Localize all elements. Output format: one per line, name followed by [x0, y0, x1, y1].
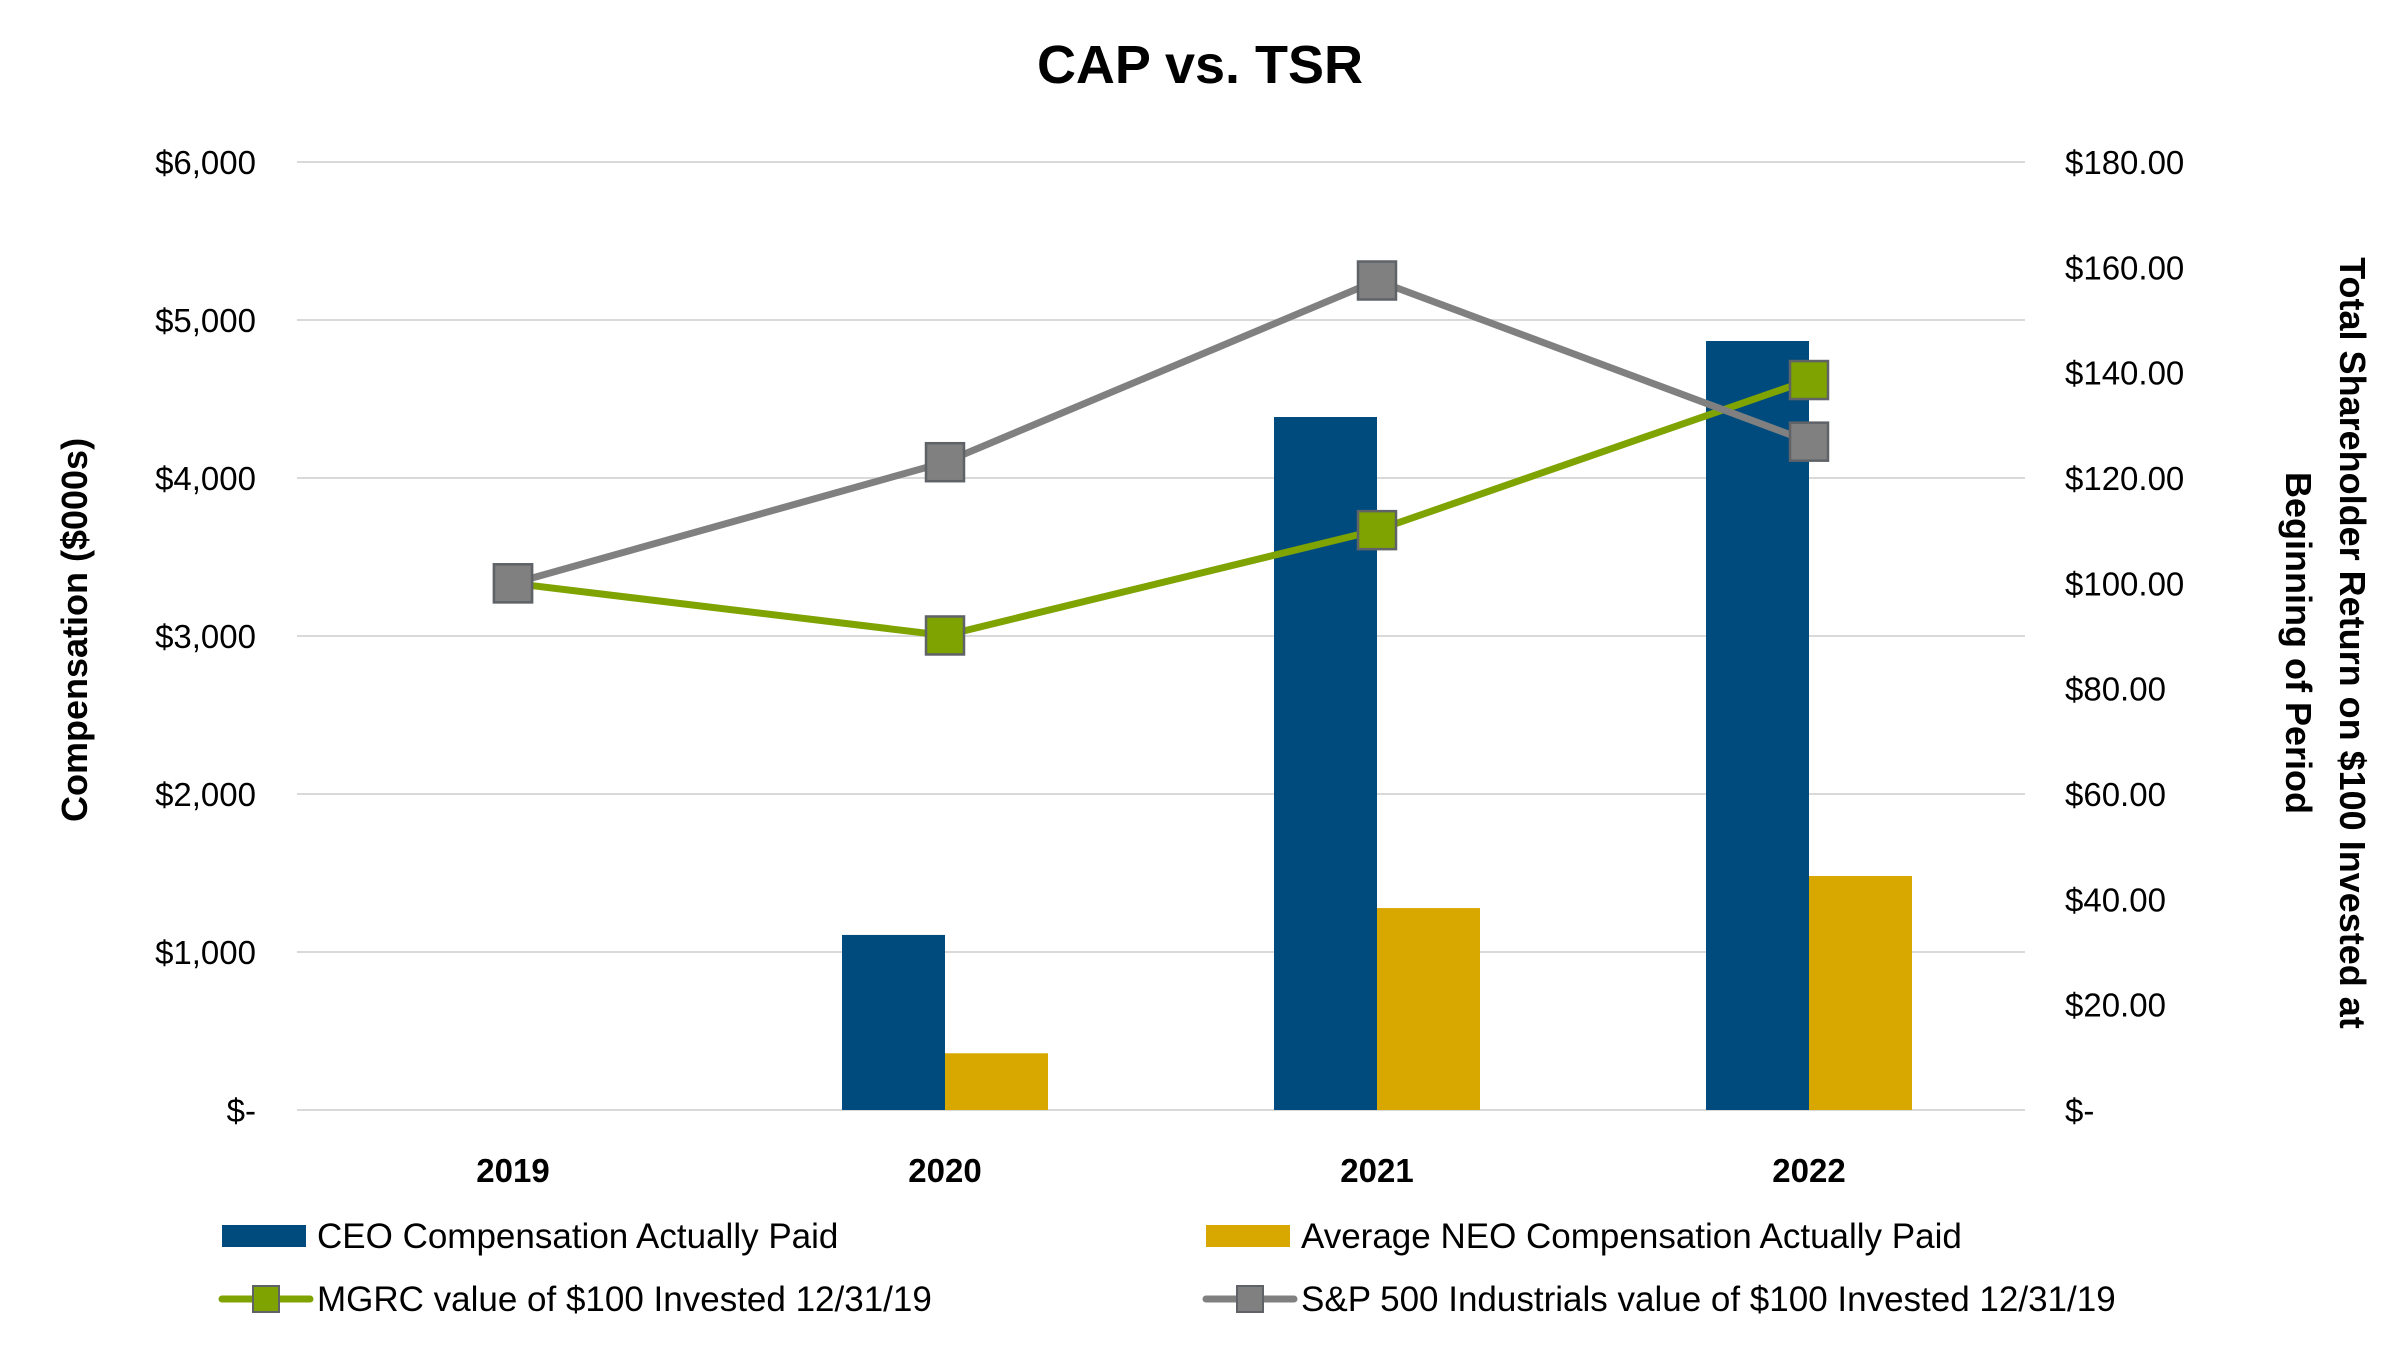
- marker-sp500-industrials: [492, 563, 534, 604]
- bars: [842, 341, 1912, 1111]
- bar-ceo-cap: [1706, 341, 1809, 1110]
- y-right-tick-label: $180.00: [2065, 144, 2184, 181]
- x-tick-label: 2022: [1772, 1152, 1845, 1189]
- y-axis-right-ticks: $- $20.00 $40.00 $60.00 $80.00 $100.00 $120.00…: [2065, 144, 2184, 1129]
- marker-sp500-industrials: [1356, 260, 1398, 301]
- gridlines: [297, 161, 2025, 1111]
- y-right-tick-label: $40.00: [2065, 881, 2166, 918]
- x-tick-label: 2020: [908, 1152, 981, 1189]
- y-right-tick-label: $80.00: [2065, 671, 2166, 708]
- bar-ceo-cap: [842, 934, 945, 1110]
- legend-swatch-marker: [252, 1285, 280, 1313]
- legend-label: MGRC value of $100 Invested 12/31/19: [317, 1280, 932, 1319]
- y-right-tick-label: $60.00: [2065, 776, 2166, 813]
- legend: CEO Compensation Actually Paid Average NE…: [218, 1217, 2116, 1319]
- legend-label: Average NEO Compensation Actually Paid: [1301, 1217, 1962, 1256]
- chart-title: CAP vs. TSR: [1037, 35, 1363, 95]
- y-left-tick-label: $5,000: [155, 302, 256, 339]
- x-tick-label: 2019: [476, 1152, 549, 1189]
- bar-neo-cap: [1377, 908, 1480, 1110]
- marker-mgrc: [1356, 509, 1398, 551]
- y-left-tick-label: $2,000: [155, 776, 256, 813]
- y-axis-right-title-line-2: Beginning of Period: [2278, 472, 2319, 814]
- y-axis-left-ticks: $- $1,000 $2,000 $3,000 $4,000 $5,000 $6,000: [155, 144, 256, 1129]
- x-axis-ticks: 2019 2020 2021 2022: [476, 1152, 1845, 1189]
- y-right-tick-label: $160.00: [2065, 249, 2184, 286]
- legend-swatch-bar: [1206, 1225, 1290, 1247]
- line-mgrc-tsr: [512, 376, 1811, 639]
- marker-mgrc: [1788, 359, 1830, 401]
- line-sp500-industrials-tsr: [512, 277, 1811, 587]
- marker-sp500-industrials: [1788, 421, 1830, 462]
- y-left-tick-label: $4,000: [155, 460, 256, 497]
- y-axis-right-title-line-1: Total Shareholder Return on $100 Investe…: [2332, 257, 2373, 1029]
- legend-swatch-bar: [222, 1225, 306, 1247]
- marker-sp500-industrials: [924, 441, 966, 483]
- bar-neo-cap: [945, 1053, 1048, 1110]
- legend-label: S&P 500 Industrials value of $100 Invest…: [1301, 1280, 2116, 1319]
- legend-swatch-marker: [1236, 1285, 1264, 1313]
- y-right-tick-label: $140.00: [2065, 355, 2184, 392]
- y-left-tick-label: $6,000: [155, 144, 256, 181]
- y-right-tick-label: $120.00: [2065, 460, 2184, 497]
- marker-mgrc: [924, 615, 966, 656]
- y-axis-left-title: Compensation ($000s): [54, 438, 95, 822]
- y-left-tick-label: $-: [227, 1092, 256, 1129]
- y-right-tick-label: $-: [2065, 1092, 2094, 1129]
- y-left-tick-label: $1,000: [155, 934, 256, 971]
- bar-neo-cap: [1809, 876, 1912, 1110]
- y-left-tick-label: $3,000: [155, 618, 256, 655]
- lines: [492, 260, 1830, 656]
- x-tick-label: 2021: [1340, 1152, 1413, 1189]
- y-right-tick-label: $100.00: [2065, 565, 2184, 602]
- legend-label: CEO Compensation Actually Paid: [317, 1217, 838, 1256]
- y-right-tick-label: $20.00: [2065, 987, 2166, 1024]
